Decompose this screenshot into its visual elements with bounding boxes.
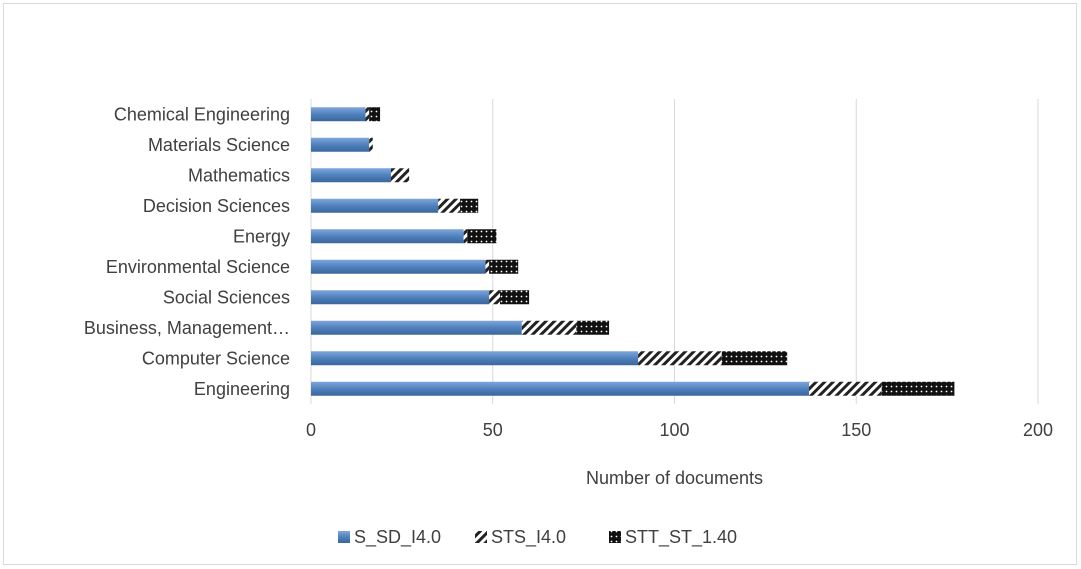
- x-tick-label: 0: [306, 420, 316, 440]
- category-label: Mathematics: [188, 165, 290, 185]
- bar-segment: [721, 351, 788, 366]
- category-label: Business, Management…: [84, 318, 290, 338]
- category-label: Materials Science: [148, 135, 290, 155]
- bar-segment: [365, 107, 370, 122]
- x-tick-label: 50: [483, 420, 503, 440]
- category-label: Decision Sciences: [143, 196, 290, 216]
- chart-svg: Engineering Computer Science Business, Man…: [84, 99, 1053, 548]
- x-tick-label: 150: [841, 420, 871, 440]
- bar-segment: [463, 229, 468, 244]
- legend-swatch: [475, 531, 487, 543]
- bar-segment: [369, 107, 381, 122]
- bar-segment: [311, 168, 391, 183]
- bar-segment: [311, 259, 486, 274]
- category-label: Engineering: [194, 379, 290, 399]
- legend: S_SD_I4.0 STS_I4.0 STT_ST_1.40: [338, 527, 737, 548]
- bar-segment: [369, 137, 373, 152]
- legend-label: STS_I4.0: [491, 527, 566, 548]
- bar-segment: [438, 198, 461, 213]
- bar-segment: [311, 381, 809, 396]
- bar-segment: [311, 320, 522, 335]
- category-label: Energy: [233, 226, 290, 246]
- chart-frame: Engineering Computer Science Business, Man…: [3, 3, 1077, 565]
- category-label: Social Sciences: [163, 287, 290, 307]
- bar-segment: [311, 107, 366, 122]
- bar-segment: [489, 290, 501, 305]
- bar-segment: [576, 320, 610, 335]
- bar-segment: [467, 229, 497, 244]
- x-axis-title: Number of documents: [586, 468, 763, 488]
- bar-segment: [489, 259, 519, 274]
- bar-segment: [881, 381, 955, 396]
- bar-segment: [808, 381, 882, 396]
- bar-segment: [521, 320, 577, 335]
- category-label: Environmental Science: [106, 257, 290, 277]
- bar-segment: [311, 137, 370, 152]
- bar-segment: [460, 198, 479, 213]
- x-tick-label: 100: [659, 420, 689, 440]
- legend-swatch: [338, 531, 350, 543]
- bar-segment: [311, 198, 439, 213]
- x-axis-tick-labels: 0 50 100 150 200: [306, 420, 1053, 440]
- category-label: Computer Science: [142, 348, 290, 368]
- legend-label: STT_ST_1.40: [625, 527, 737, 548]
- category-labels: Engineering Computer Science Business, Man…: [84, 104, 290, 399]
- bar-segment: [311, 351, 639, 366]
- bar-segment: [638, 351, 722, 366]
- legend-label: S_SD_I4.0: [354, 527, 441, 548]
- bar-segment: [485, 259, 490, 274]
- bar-segment: [500, 290, 530, 305]
- bar-segment: [311, 229, 464, 244]
- x-tick-label: 200: [1023, 420, 1053, 440]
- bars: [311, 107, 955, 396]
- legend-swatch: [609, 531, 621, 543]
- category-label: Chemical Engineering: [114, 104, 290, 124]
- bar-segment: [311, 290, 490, 305]
- bar-segment: [390, 168, 410, 183]
